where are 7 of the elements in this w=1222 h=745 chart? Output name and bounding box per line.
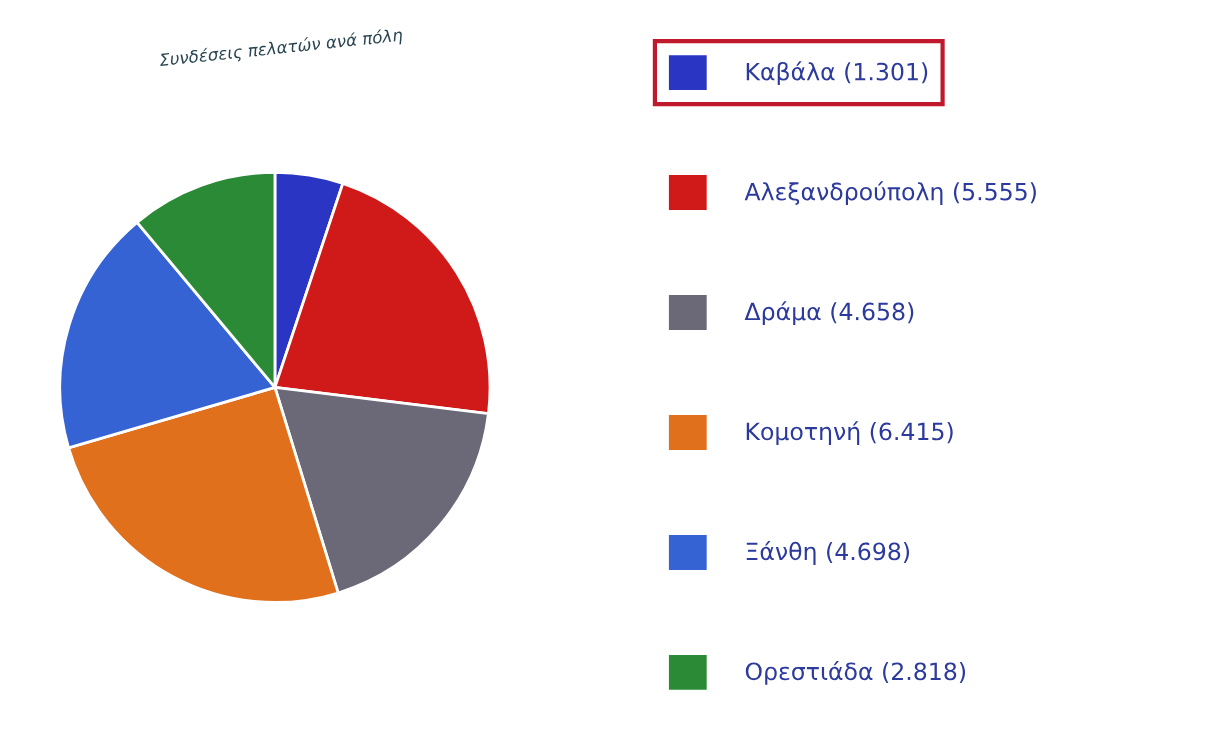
legend-label: Δράμα (4.658) [744, 301, 914, 325]
legend-label: Κομοτηνή (6.415) [746, 421, 953, 445]
legend-label: Αλεξανδρούπολη (5.555) [744, 181, 1036, 206]
legend-label: Ξάνθη (4.698) [746, 541, 910, 565]
legend-label: Ορεστιάδα (2.818) [745, 661, 966, 685]
chart-title: Συνδέσεις πελατών ανά πόλη [158, 27, 403, 70]
legend-label: Καβάλα (1.301) [746, 61, 928, 86]
